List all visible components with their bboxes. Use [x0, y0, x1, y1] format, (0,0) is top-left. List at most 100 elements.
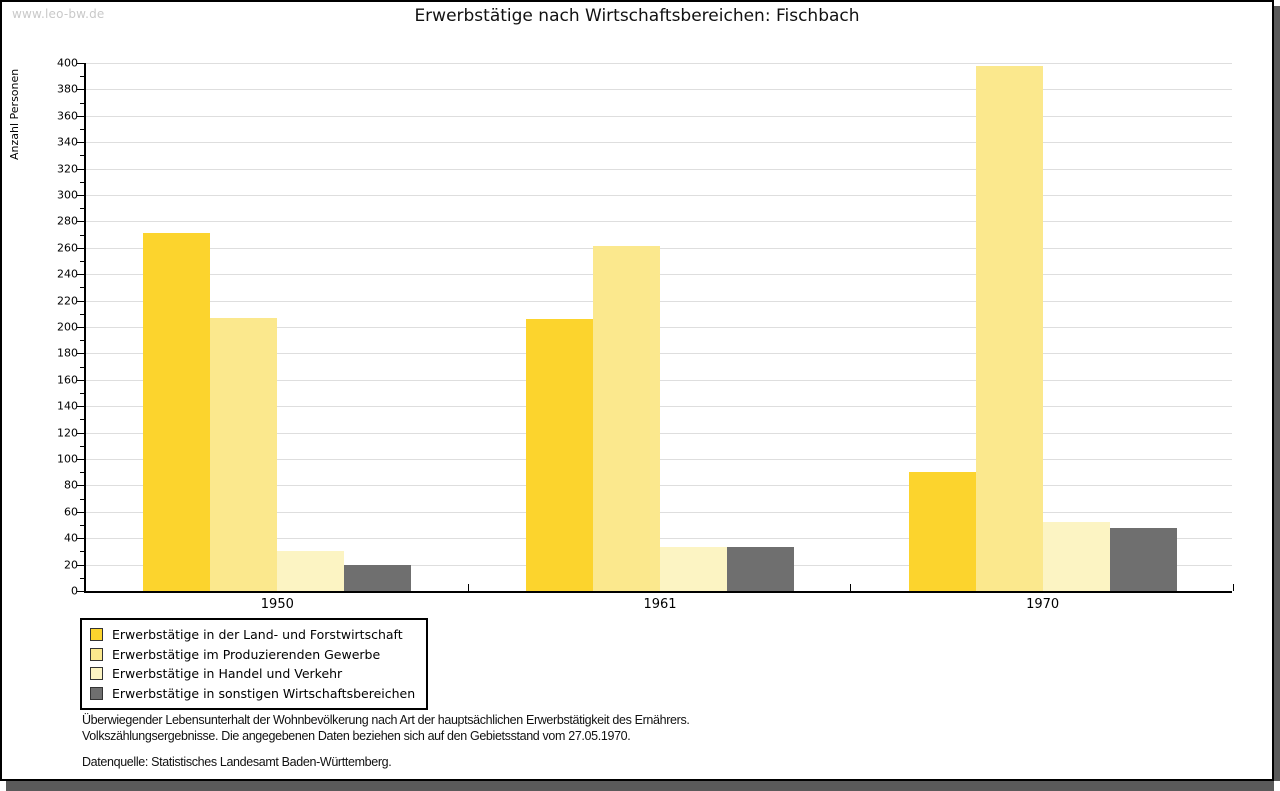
bar: [660, 547, 727, 591]
y-tick-major: [77, 538, 84, 540]
bar: [593, 246, 660, 591]
bar: [344, 564, 412, 591]
y-tick-label: 240: [57, 267, 78, 281]
y-tick-label: 400: [57, 56, 78, 70]
x-axis-boundary-tick: [1233, 584, 1234, 591]
y-tick-label: 300: [57, 188, 78, 202]
y-tick-label: 220: [57, 294, 78, 308]
legend-item: Erwerbstätige in der Land- und Forstwirt…: [90, 625, 415, 645]
y-tick-minor: [80, 340, 84, 342]
gridline: [86, 168, 1232, 170]
y-tick-label: 360: [57, 109, 78, 123]
bar: [908, 472, 976, 591]
footnote-source: Datenquelle: Statistisches Landesamt Bad…: [82, 755, 392, 769]
y-tick-minor: [80, 208, 84, 210]
y-tick-minor: [80, 76, 84, 78]
y-tick-major: [77, 195, 84, 196]
y-tick-label: 380: [57, 82, 78, 96]
bar: [277, 551, 345, 591]
y-tick-major: [77, 379, 84, 381]
y-tick-label: 60: [64, 505, 78, 519]
y-tick-label: 40: [64, 531, 78, 545]
y-tick-major: [77, 221, 84, 223]
x-axis-boundary-tick: [467, 584, 469, 591]
y-tick-minor: [80, 472, 84, 474]
legend-swatch: [90, 628, 103, 642]
y-tick-minor: [80, 577, 84, 579]
y-tick-minor: [80, 129, 84, 130]
bar: [526, 319, 593, 591]
y-tick-minor: [80, 551, 84, 553]
gridline: [86, 142, 1232, 144]
legend-label: Erwerbstätige im Produzierenden Gewerbe: [112, 646, 381, 662]
y-tick-minor: [80, 181, 84, 183]
y-tick-minor: [80, 261, 84, 262]
y-tick-major: [77, 432, 84, 434]
bar: [1042, 522, 1110, 591]
legend-swatch: [90, 647, 103, 661]
legend-label: Erwerbstätige in sonstigen Wirtschaftsbe…: [112, 685, 416, 701]
y-tick-label: 340: [57, 135, 78, 149]
bar: [1109, 527, 1177, 591]
y-tick-major: [77, 459, 84, 460]
bar: [143, 233, 211, 591]
legend-item: Erwerbstätige in sonstigen Wirtschaftsbe…: [90, 684, 415, 704]
gridline: [86, 195, 1232, 196]
bar: [727, 547, 794, 591]
y-tick-major: [77, 142, 84, 144]
frame-shadow-right: [1274, 6, 1280, 781]
y-tick-major: [77, 63, 84, 64]
y-tick-label: 160: [57, 373, 78, 387]
y-tick-label: 140: [57, 399, 78, 413]
frame-shadow-bottom: [6, 781, 1274, 791]
x-tick-label: 1970: [1026, 597, 1060, 612]
y-tick-label: 120: [57, 426, 78, 440]
gridline: [86, 221, 1232, 223]
y-tick-minor: [80, 445, 84, 447]
y-tick-major: [77, 274, 84, 276]
legend-swatch: [90, 667, 103, 681]
y-tick-minor: [80, 287, 84, 289]
y-tick-major: [77, 300, 84, 302]
y-tick-label: 80: [64, 478, 78, 492]
y-tick-major: [77, 591, 84, 592]
gridline: [86, 63, 1232, 64]
y-tick-minor: [80, 419, 84, 421]
y-tick-major: [77, 406, 84, 408]
y-tick-label: 0: [71, 584, 78, 598]
y-tick-major: [77, 247, 84, 249]
y-tick-minor: [80, 366, 84, 368]
y-tick-minor: [80, 313, 84, 315]
y-tick-label: 200: [57, 320, 78, 334]
plot-area: 0 20 40 60 80 100 120 140 160 180 200 220 240 260 280 3…: [57, 57, 1234, 612]
legend-swatch: [90, 686, 103, 700]
y-tick-label: 280: [57, 214, 78, 228]
legend-label: Erwerbstätige in der Land- und Forstwirt…: [112, 627, 403, 643]
y-tick-minor: [80, 102, 84, 104]
y-tick-major: [77, 168, 84, 170]
y-tick-major: [77, 89, 84, 91]
y-tick-major: [77, 327, 84, 328]
y-tick-minor: [80, 155, 84, 157]
y-tick-label: 20: [64, 558, 78, 572]
y-tick-minor: [80, 525, 84, 526]
legend: Erwerbstätige in der Land- und Forstwirt…: [80, 618, 429, 710]
x-tick-label: 1961: [643, 597, 677, 612]
chart-title: Erwerbstätige nach Wirtschaftsbereichen:…: [414, 6, 860, 26]
y-tick-label: 260: [57, 241, 78, 255]
footnote: Überwiegender Lebensunterhalt der Wohnbe…: [82, 713, 982, 771]
x-tick-label: 1950: [260, 597, 294, 612]
y-tick-major: [77, 511, 84, 513]
footnote-line-2: Volkszählungsergebnisse. Die angegebenen…: [82, 728, 631, 743]
legend-label: Erwerbstätige in Handel und Verkehr: [112, 666, 343, 682]
gridline: [86, 89, 1232, 91]
y-tick-label: 100: [57, 452, 78, 466]
bar: [210, 317, 278, 591]
gridline: [86, 115, 1232, 117]
y-tick-minor: [80, 498, 84, 500]
y-tick-major: [77, 353, 84, 355]
y-tick-major: [77, 115, 84, 117]
legend-item: Erwerbstätige im Produzierenden Gewerbe: [90, 645, 415, 665]
y-tick-major: [77, 485, 84, 487]
